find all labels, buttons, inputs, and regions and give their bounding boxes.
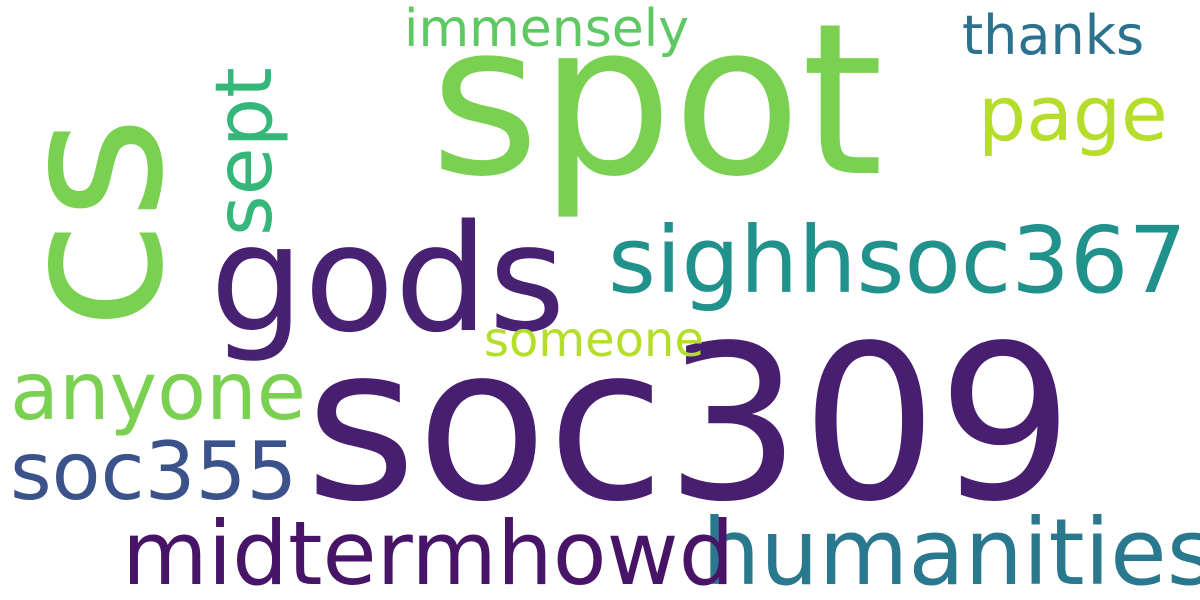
word-gods: gods	[210, 193, 566, 365]
word-immensely: immensely	[404, 0, 690, 59]
word-spot: spot	[430, 0, 884, 223]
word-soc355: soc355	[10, 425, 298, 518]
word-page: page	[978, 69, 1168, 158]
word-cs: cs	[0, 115, 208, 330]
word-sighhsoc367: sighhsoc367	[608, 207, 1187, 314]
word-soc309: soc309	[305, 300, 1074, 549]
word-humanities: humanities	[702, 499, 1200, 600]
word-thanks: thanks	[962, 4, 1145, 67]
word-anyone: anyone	[10, 345, 306, 438]
word-midtermhowd: midtermhowd	[122, 502, 735, 600]
word-sept: sept	[200, 67, 290, 236]
word-someone: someone	[484, 312, 704, 368]
